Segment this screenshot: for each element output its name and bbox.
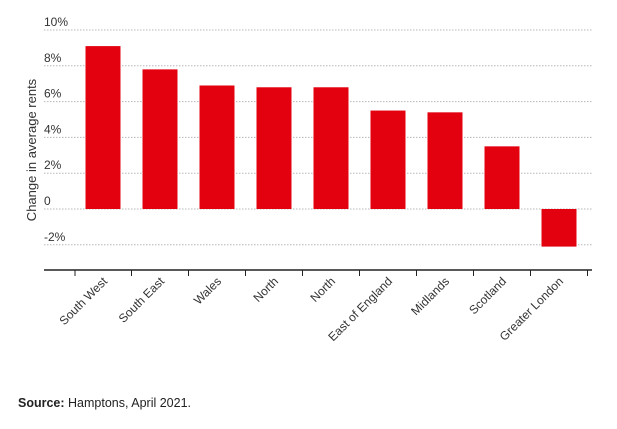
- y-tick-label: -2%: [44, 230, 66, 244]
- x-axis-tick-labels: South West South East Wales North NorthEast …: [57, 274, 567, 344]
- bar: [256, 87, 292, 209]
- bar: [427, 112, 463, 209]
- bar: [370, 110, 406, 209]
- x-category-label: Scotland: [466, 274, 509, 317]
- x-category-label: South East: [116, 274, 168, 326]
- source-label: Source:: [18, 396, 65, 410]
- y-axis-tick-labels: 10% 8% 6% 4% 2% 0 -2%: [44, 15, 68, 244]
- bar: [199, 85, 235, 209]
- source-text: Hamptons, April 2021.: [64, 396, 192, 410]
- bar: [142, 69, 178, 209]
- bars: [85, 46, 577, 247]
- source-note: Source: Hamptons, April 2021.: [18, 396, 191, 410]
- x-category-label: Wales: [191, 274, 224, 307]
- bar: [85, 46, 121, 209]
- y-tick-label: 2%: [44, 158, 62, 172]
- y-tick-label: 6%: [44, 87, 62, 101]
- x-category-label: North: [307, 274, 338, 305]
- y-tick-label: 10%: [44, 15, 68, 29]
- x-category-label: South West: [57, 274, 111, 328]
- bar: [541, 209, 577, 247]
- bar: [484, 146, 520, 209]
- y-tick-label: 8%: [44, 51, 62, 65]
- x-category-label: North: [250, 274, 281, 305]
- x-category-label: Midlands: [408, 274, 452, 318]
- y-axis-label: Change in average rents: [24, 78, 39, 221]
- x-axis: [44, 269, 592, 276]
- y-tick-label: 4%: [44, 122, 62, 136]
- bar-chart: 10% 8% 6% 4% 2% 0 -2% South West South East Wale…: [24, 15, 592, 344]
- y-tick-label: 0: [44, 194, 51, 208]
- bar: [313, 87, 349, 209]
